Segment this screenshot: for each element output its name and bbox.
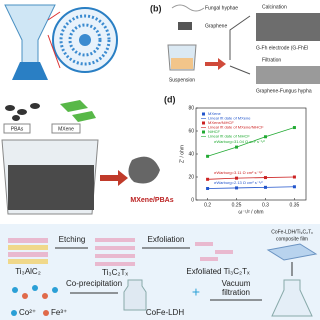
annotation: σWarburg=3.11 Ω cm² s⁻¹/² — [214, 170, 263, 175]
composite-flake — [128, 156, 160, 184]
annotation: σWarburg=2.13 Ω cm² s⁻¹/² — [214, 180, 263, 185]
text: Ti₃C₂Tₓ — [102, 268, 128, 277]
legend-label: Linear fit date of NiHCF — [208, 134, 250, 139]
data-point — [263, 185, 267, 189]
stack — [8, 238, 48, 264]
sem-image — [256, 13, 320, 41]
text: Ti₃AlC₂ — [15, 267, 41, 276]
text: Co²⁺ — [19, 308, 36, 317]
hyphae-icon — [171, 4, 205, 12]
text: G-Fh electrode (G-FhEl — [256, 45, 308, 51]
text: Etching — [59, 235, 86, 244]
data-point — [235, 145, 239, 149]
text: MXene/PBAs — [130, 197, 173, 204]
data-point — [263, 135, 267, 139]
data-point — [206, 154, 210, 158]
legend-marker — [202, 121, 205, 125]
graphene-icon — [178, 22, 192, 30]
label-box — [3, 123, 31, 134]
particles — [5, 100, 96, 122]
legend-label: MXene — [208, 111, 221, 116]
text: Suspension — [169, 77, 195, 83]
label-box — [51, 123, 81, 134]
data-point — [263, 176, 267, 180]
arrow — [100, 170, 128, 186]
arrow — [205, 58, 226, 70]
ions — [11, 285, 58, 316]
legend-marker — [202, 112, 205, 116]
data-point — [206, 177, 210, 181]
data-point — [292, 175, 296, 179]
plus: + — [192, 284, 200, 300]
legend-label: NiHCF — [208, 129, 221, 134]
text: Calcination — [262, 4, 287, 10]
legend-marker — [202, 130, 205, 134]
x-tick-label: 0.3 — [262, 202, 269, 208]
text: Vacuum — [222, 279, 251, 288]
y-tick-label: 80 — [188, 105, 194, 111]
data-point — [206, 187, 210, 190]
x-tick-label: 0.35 — [290, 202, 300, 208]
x-tick-label: 0.2 — [204, 202, 211, 208]
y-axis-label: Z' / ohm — [179, 145, 185, 163]
panel-label: (b) — [150, 3, 162, 13]
mixture — [8, 165, 94, 210]
data-point — [235, 186, 239, 190]
text: PBAs — [11, 126, 24, 132]
text: MXene — [58, 126, 74, 132]
text: Graphene-Fungus hypha — [256, 88, 312, 94]
series-line — [207, 127, 295, 157]
data-point — [292, 126, 296, 130]
series-line — [207, 186, 295, 189]
arrow — [229, 65, 251, 75]
panel-background — [0, 224, 320, 320]
series-line — [207, 176, 295, 180]
text: composite film — [276, 236, 308, 242]
text: CoFe-LDH/Ti₃C₂Tₓ — [271, 229, 313, 235]
data-point — [292, 185, 296, 189]
bottle — [123, 279, 147, 311]
text: Filtration — [262, 57, 281, 63]
y-tick-label: 40 — [188, 151, 194, 157]
text: Exfoliation — [148, 235, 185, 244]
stack — [95, 238, 135, 266]
x-axis-label: ω⁻¹/² / ohm — [238, 209, 263, 215]
film — [266, 243, 318, 261]
arrow — [229, 15, 251, 60]
x-tick-label: 0.25 — [232, 202, 242, 208]
flakes — [195, 242, 233, 261]
text: Exfoliated Ti₃C₂Tₓ — [186, 267, 250, 276]
y-tick-label: 20 — [188, 174, 194, 180]
text: Fungal hyphae — [205, 5, 238, 11]
text: filtration — [222, 288, 250, 297]
data-point — [235, 176, 239, 180]
panel-label: (d) — [164, 94, 176, 104]
text: Graphene — [205, 23, 227, 29]
text: Fe³⁺ — [51, 308, 67, 317]
chart: 0.2 0.25 0.3 0.35 0 20 40 60 80 ω⁻¹/² / ohm Z' / o… — [179, 105, 307, 215]
legend-label: Linear fit date of MXene — [208, 116, 251, 121]
sem-image — [256, 66, 320, 84]
legend-label: Linear fit date of MXene/NiHCF — [208, 125, 264, 130]
legend-label: MXene/NiHCF — [208, 120, 234, 125]
text: Co-precipitation — [66, 279, 122, 288]
text: CoFe-LDH — [146, 308, 184, 317]
annotation: σWarburg=31.04 Ω cm² s⁻¹/² — [214, 139, 266, 144]
y-tick-label: 60 — [188, 128, 194, 134]
funnel-illustration — [4, 4, 118, 80]
suspension — [171, 58, 193, 69]
y-tick-label: 0 — [191, 197, 194, 203]
flask — [271, 279, 313, 317]
